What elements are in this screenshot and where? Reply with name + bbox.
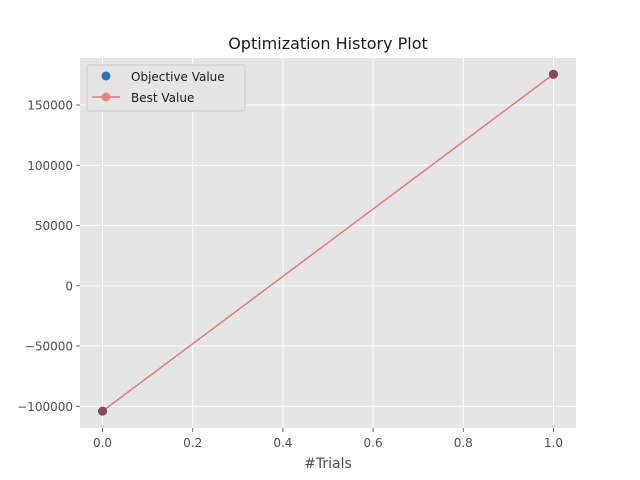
x-tick-label: 0.6	[364, 436, 383, 450]
legend-box	[86, 64, 246, 112]
y-tick-label: 50000	[35, 219, 73, 233]
x-tick-label: 1.0	[544, 436, 563, 450]
chart-title: Optimization History Plot	[228, 34, 428, 53]
best-value-point	[548, 69, 558, 79]
y-tick-label: 150000	[27, 99, 73, 113]
best-value-point	[98, 406, 108, 416]
data-series	[98, 69, 558, 416]
legend-label-objective-value: Objective Value	[131, 70, 225, 84]
x-tick-label: 0.2	[183, 436, 202, 450]
legend: Objective Value Best Value	[86, 64, 246, 112]
y-tick-label: 100000	[27, 159, 73, 173]
best-value-line	[102, 73, 554, 412]
x-tick-label: 0.8	[454, 436, 473, 450]
legend-marker-best	[101, 92, 111, 102]
x-tick-label: 0.0	[93, 436, 112, 450]
y-tick-label: −50000	[25, 340, 73, 354]
y-tick-label: −100000	[17, 400, 73, 414]
x-tick-label: 0.4	[273, 436, 292, 450]
grid-lines	[80, 58, 576, 428]
axis-ticks: 0.0 0.2 0.4 0.6 0.8 1.0 −100000 −50000 0 50000 100…	[17, 99, 563, 450]
y-tick-label: 0	[65, 279, 73, 293]
x-axis-label: #Trials	[304, 456, 352, 472]
legend-label-best-value: Best Value	[131, 91, 194, 105]
legend-marker-objective	[101, 71, 111, 81]
